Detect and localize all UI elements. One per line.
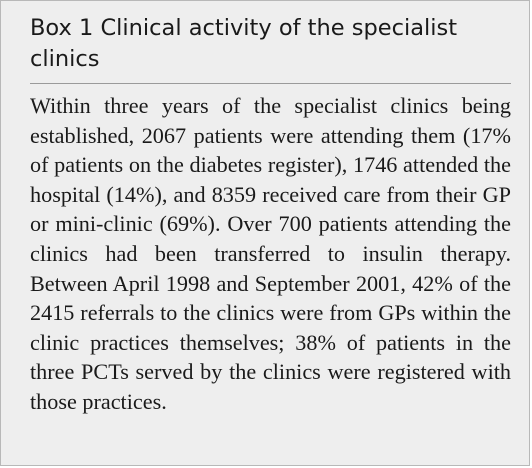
box-title: Box 1 Clinical activity of the specialis… <box>30 15 458 72</box>
title-divider <box>30 83 511 84</box>
box-body-text: Within three years of the specialist cli… <box>30 93 511 414</box>
